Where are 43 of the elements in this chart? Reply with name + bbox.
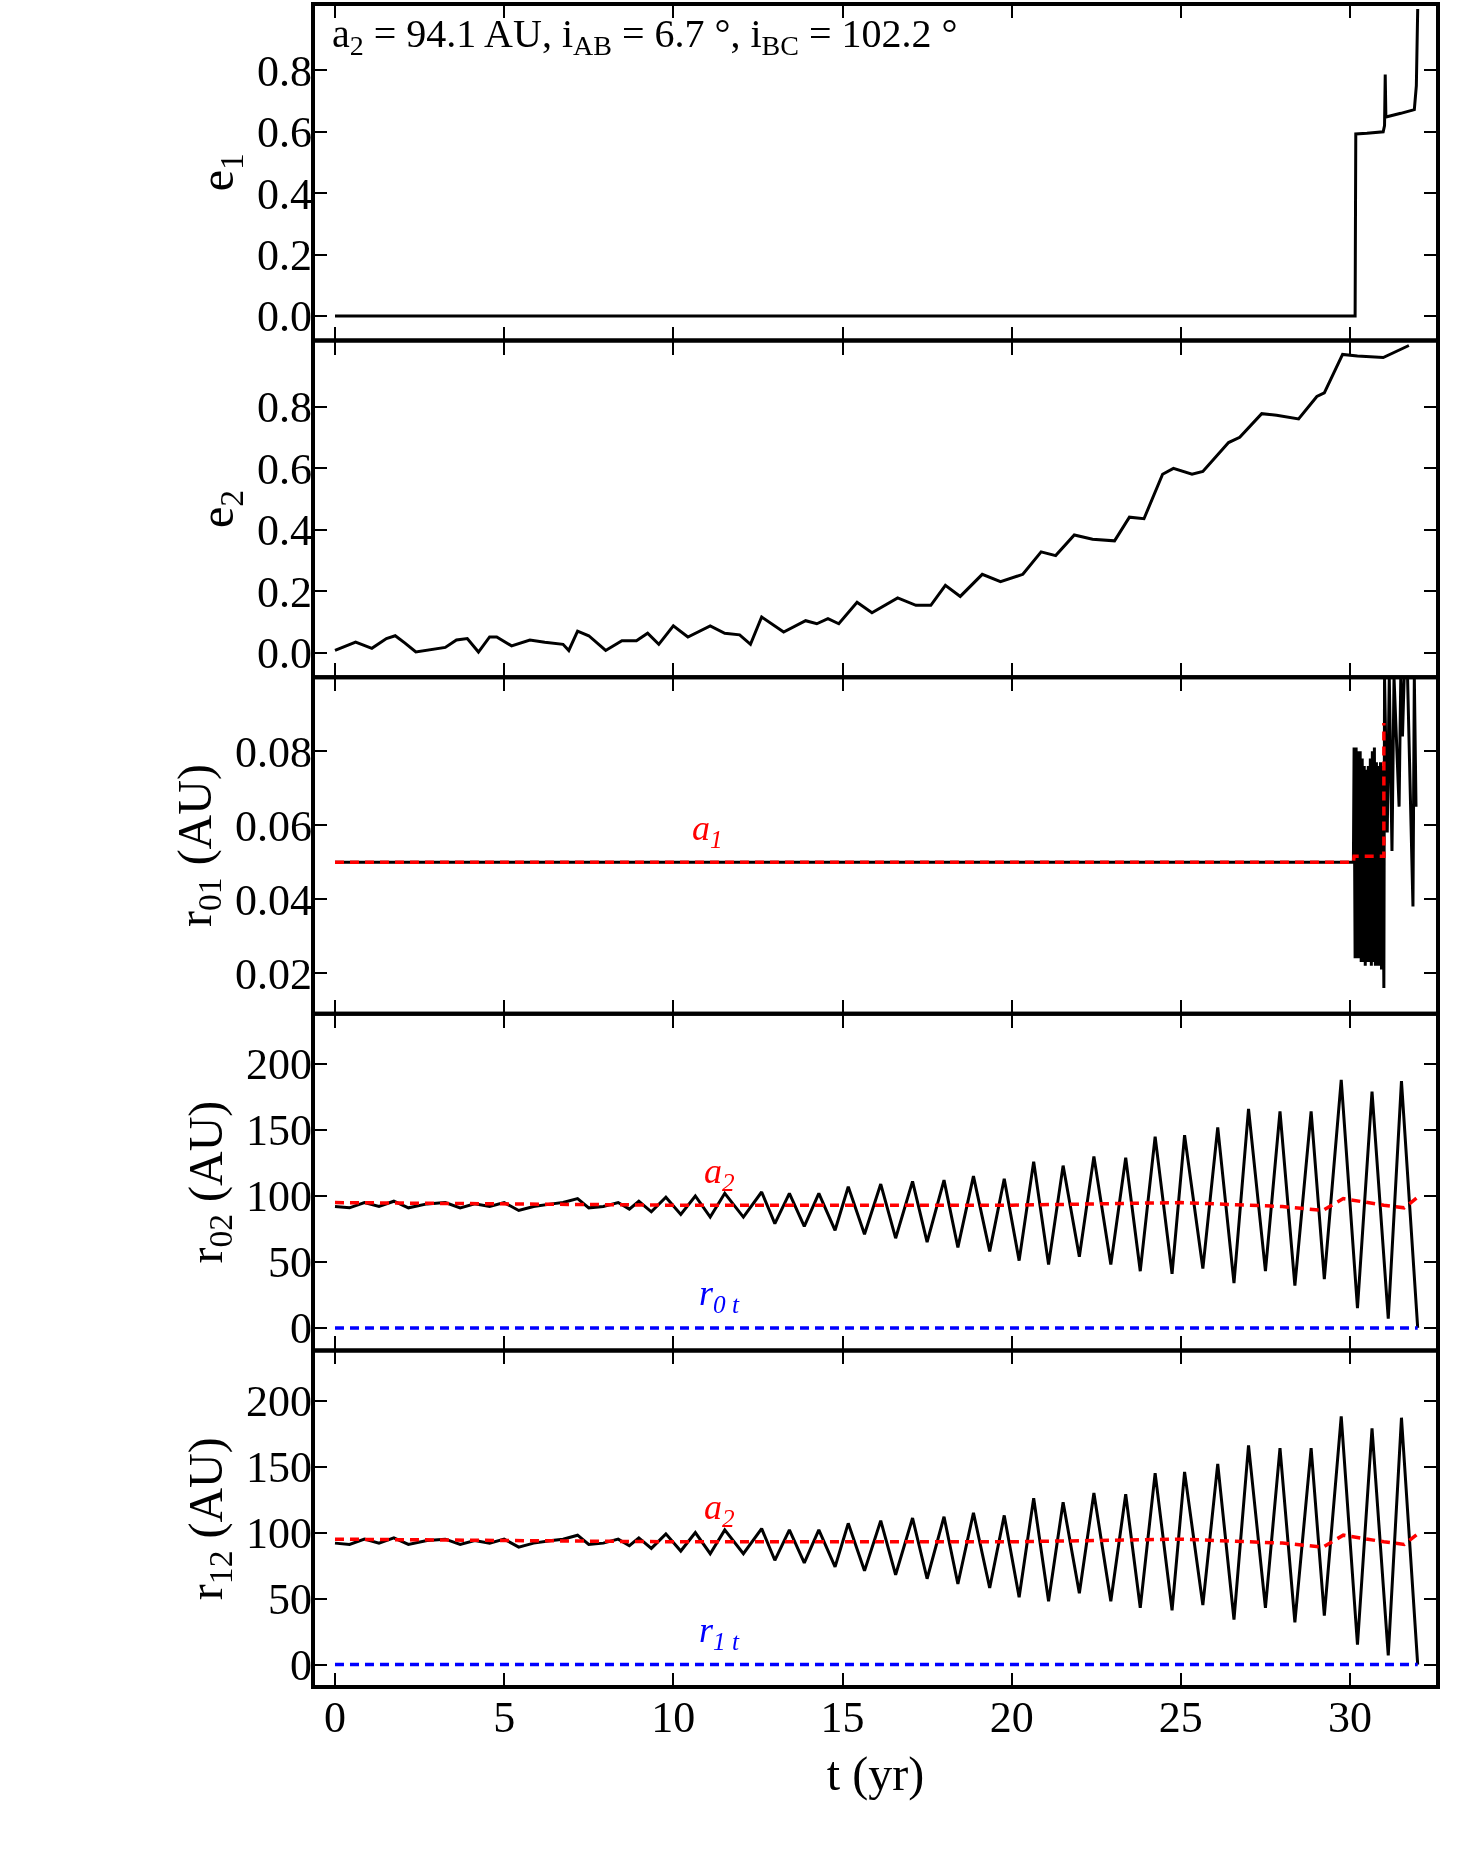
y-tick-label: 0.06 <box>235 801 312 851</box>
line-series <box>333 1532 1420 1549</box>
y-tick-label: 100 <box>246 1172 312 1222</box>
y-tick-label: 200 <box>246 1040 312 1090</box>
line-series <box>333 7 1420 318</box>
y-tick-label: 0 <box>290 1640 312 1690</box>
series-label: a$_{1}$ <box>692 808 723 853</box>
series-label: a$_{2}$ <box>704 1151 735 1196</box>
y-tick-label: 0 <box>290 1304 312 1354</box>
y-tick-label: 0.4 <box>257 506 312 556</box>
series-label: r$_{0 t}$ <box>699 1273 740 1318</box>
y-tick-label: 50 <box>268 1238 312 1288</box>
y-tick-label: 0.2 <box>257 231 312 281</box>
y-tick-label: 0.0 <box>257 629 312 679</box>
line-series <box>333 1195 1420 1213</box>
x-tick-label: 15 <box>820 1693 865 1742</box>
x-axis-title: t (yr) <box>826 1747 925 1802</box>
x-tick-label: 10 <box>651 1693 696 1742</box>
y-tick-label: 0.6 <box>257 108 312 158</box>
y-tick-label: 100 <box>246 1508 312 1558</box>
y-tick-label: 0.0 <box>257 292 312 342</box>
y-tick-label: 0.04 <box>235 875 312 925</box>
y-tick-label: 0.08 <box>235 727 312 777</box>
y-tick-label: 0.4 <box>257 169 312 219</box>
y-tick-label: 50 <box>268 1574 312 1624</box>
y-tick-label: 0.2 <box>257 567 312 617</box>
x-tick-label: 30 <box>1328 1693 1373 1742</box>
x-tick-label: 0 <box>323 1693 346 1742</box>
x-tick-label: 25 <box>1158 1693 1203 1742</box>
y-tick-label: 0.02 <box>235 949 312 999</box>
x-tick-label: 5 <box>493 1693 516 1742</box>
y-tick-label: 150 <box>246 1442 312 1492</box>
line-series <box>333 1414 1420 1667</box>
y-tick-label: 150 <box>246 1106 312 1156</box>
y-tick-label: 0.8 <box>257 383 312 433</box>
y-tick-label: 0.6 <box>257 444 312 494</box>
y-tick-label: 200 <box>246 1376 312 1426</box>
y-tick-label: 0.8 <box>257 46 312 96</box>
series-label: a$_{2}$ <box>704 1487 735 1532</box>
x-tick-label: 20 <box>989 1693 1034 1742</box>
annotation: a$_{2}$ = 94.1 AU, i$_{AB}$ = 6.7 °, i$_{BC}$ = 102.2 ° <box>332 11 958 62</box>
series-label: r$_{1 t}$ <box>699 1610 740 1655</box>
line-series <box>333 1078 1420 1330</box>
